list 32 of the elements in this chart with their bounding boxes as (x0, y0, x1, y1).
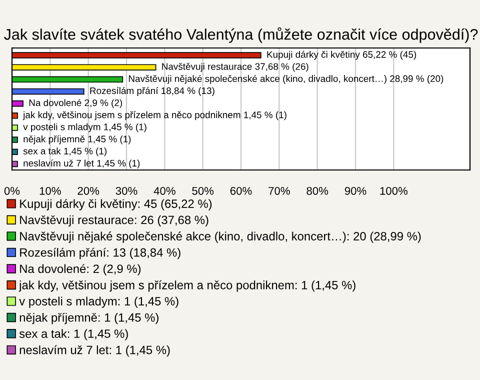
data-label: Rozesílám přání 18,84 % (13) (90, 87, 214, 96)
legend-label: v posteli s mladym: 1 (1,45 %) (19, 296, 178, 308)
legend-label: sex a tak: 1 (1,45 %) (19, 329, 128, 340)
chart-title: Jak slavíte svátek svatého Valentýna (můžete označit více odpovědí)? (4, 27, 478, 43)
data-label: nějak příjemně 1,45 % (1) (24, 135, 131, 144)
legend-label: Navštěvuji nějaké společenské akce (kino, divadlo, koncert…): 20 (28,99 %) (20, 232, 421, 243)
data-label: neslavím už 7 let 1,45 % (1) (24, 160, 140, 168)
x-tick-label: 70% (268, 186, 290, 195)
data-label: v posteli s mladym 1,45 % (1) (23, 123, 146, 132)
x-tick-label: 10% (40, 186, 61, 195)
legend-label: Na dovolené: 2 (2,9 %) (20, 264, 141, 276)
x-tick-label: 90% (344, 186, 366, 195)
x-tick-label: 40% (154, 186, 176, 195)
legend-label: Kupuji dárky či květiny: 45 (65,22 %) (20, 199, 212, 210)
data-label: Na dovolené 2,9 % (2) (29, 99, 122, 108)
legend-label: nějak příjemně: 1 (1,45 %) (20, 312, 158, 324)
x-tick-label: 30% (116, 186, 138, 195)
x-tick-label: 80% (306, 186, 328, 195)
legend-label: jak kdy, většinou jsem s přízelem a něco podniknem: 1 (1,45 %) (18, 280, 356, 292)
x-tick-label: 100% (380, 186, 408, 195)
data-label: sex a tak 1,45 % (1) (23, 147, 106, 156)
data-label: Kupuji dárky či květiny 65,22 % (45) (267, 50, 416, 60)
x-tick-label: 20% (78, 186, 100, 195)
data-label: jak kdy, většinou jsem s přízelem a něco podniknem 1,45 % (1) (22, 111, 286, 120)
data-label: Navštěvuji nějaké společenské akce (kino, divadlo, koncert…) 28,99 % (20) (128, 74, 444, 84)
legend-label: Navštěvuji restaurace: 26 (37,68 %) (20, 215, 208, 227)
legend-label: neslavím už 7 let: 1 (1,45 %) (20, 345, 170, 357)
x-tick-label: 50% (192, 186, 214, 195)
legend-label: Rozesílám přání: 13 (18,84 %) (20, 248, 180, 260)
x-tick-label: 0% (4, 186, 20, 195)
data-label: Navštěvuji restaurace 37,68 % (26) (162, 62, 308, 72)
x-tick-label: 60% (230, 186, 252, 195)
